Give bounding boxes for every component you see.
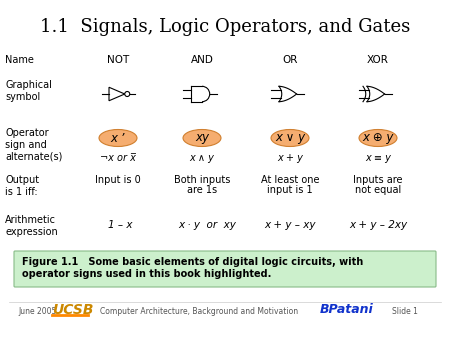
Text: Operator
sign and
alternate(s): Operator sign and alternate(s) bbox=[5, 128, 63, 161]
Text: x · y  or  xy: x · y or xy bbox=[178, 220, 236, 230]
Text: XOR: XOR bbox=[367, 55, 389, 65]
Text: Graphical
symbol: Graphical symbol bbox=[5, 80, 52, 102]
Text: OR: OR bbox=[282, 55, 298, 65]
Text: June 2005: June 2005 bbox=[18, 307, 56, 316]
Text: NOT: NOT bbox=[107, 55, 129, 65]
Text: x ⊕ y: x ⊕ y bbox=[362, 131, 394, 145]
Text: Inputs are: Inputs are bbox=[353, 175, 403, 185]
Text: x ≡ y: x ≡ y bbox=[365, 153, 391, 163]
Text: input is 1: input is 1 bbox=[267, 185, 313, 195]
Text: Input is 0: Input is 0 bbox=[95, 175, 141, 185]
Text: x ’: x ’ bbox=[111, 131, 125, 145]
Ellipse shape bbox=[359, 129, 397, 146]
Text: not equal: not equal bbox=[355, 185, 401, 195]
Text: UCSB: UCSB bbox=[52, 303, 94, 317]
Ellipse shape bbox=[99, 129, 137, 146]
Ellipse shape bbox=[183, 129, 221, 146]
Text: At least one: At least one bbox=[261, 175, 319, 185]
Text: Arithmetic
expression: Arithmetic expression bbox=[5, 215, 58, 237]
Text: Output
is 1 iff:: Output is 1 iff: bbox=[5, 175, 39, 197]
Text: x + y – 2xy: x + y – 2xy bbox=[349, 220, 407, 230]
Text: BPatani: BPatani bbox=[320, 303, 374, 316]
Text: operator signs used in this book highlighted.: operator signs used in this book highlig… bbox=[22, 269, 271, 279]
Text: ¬x or x̅: ¬x or x̅ bbox=[100, 153, 136, 163]
Text: Computer Architecture, Background and Motivation: Computer Architecture, Background and Mo… bbox=[100, 307, 298, 316]
Text: 1 – x: 1 – x bbox=[108, 220, 132, 230]
Text: Name: Name bbox=[5, 55, 34, 65]
Text: Figure 1.1   Some basic elements of digital logic circuits, with: Figure 1.1 Some basic elements of digita… bbox=[22, 257, 363, 267]
Text: Both inputs: Both inputs bbox=[174, 175, 230, 185]
Text: xy: xy bbox=[195, 131, 209, 145]
FancyBboxPatch shape bbox=[14, 251, 436, 287]
Text: are 1s: are 1s bbox=[187, 185, 217, 195]
Text: Slide 1: Slide 1 bbox=[392, 307, 418, 316]
Text: x ∧ y: x ∧ y bbox=[189, 153, 215, 163]
Text: AND: AND bbox=[190, 55, 213, 65]
Text: x + y – xy: x + y – xy bbox=[264, 220, 316, 230]
Text: x + y: x + y bbox=[277, 153, 303, 163]
Text: 1.1  Signals, Logic Operators, and Gates: 1.1 Signals, Logic Operators, and Gates bbox=[40, 18, 410, 36]
Ellipse shape bbox=[271, 129, 309, 146]
Text: x ∨ y: x ∨ y bbox=[275, 131, 305, 145]
